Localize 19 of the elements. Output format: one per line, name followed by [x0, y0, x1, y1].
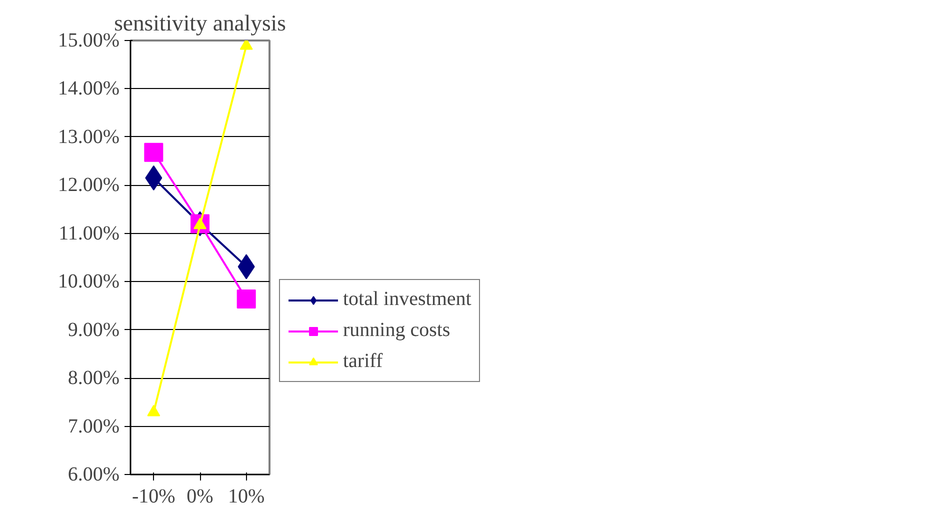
y-tick-label: 8.00%	[68, 367, 120, 390]
y-tick-label: 11.00%	[58, 222, 120, 244]
y-tick-label: 10.00%	[58, 270, 120, 293]
y-tick-label: 14.00%	[58, 78, 120, 100]
point	[147, 404, 160, 416]
y-tick-label: 12.00%	[58, 174, 120, 196]
y-tick-label: 7.00%	[68, 415, 120, 438]
y-tick-label: 6.00%	[68, 464, 120, 486]
legend-label: tariff	[343, 350, 383, 373]
x-tick-label: 0%	[186, 486, 214, 508]
point	[236, 289, 256, 308]
y-tick-label: 9.00%	[68, 318, 120, 341]
legend-label: running costs	[343, 319, 450, 342]
x-tick-label: -10%	[132, 486, 176, 508]
y-tick-label: 13.00%	[58, 126, 120, 148]
point	[240, 40, 253, 50]
point	[144, 142, 164, 162]
x-tick-label: 10%	[228, 486, 265, 508]
legend-label: total investment	[343, 288, 472, 311]
